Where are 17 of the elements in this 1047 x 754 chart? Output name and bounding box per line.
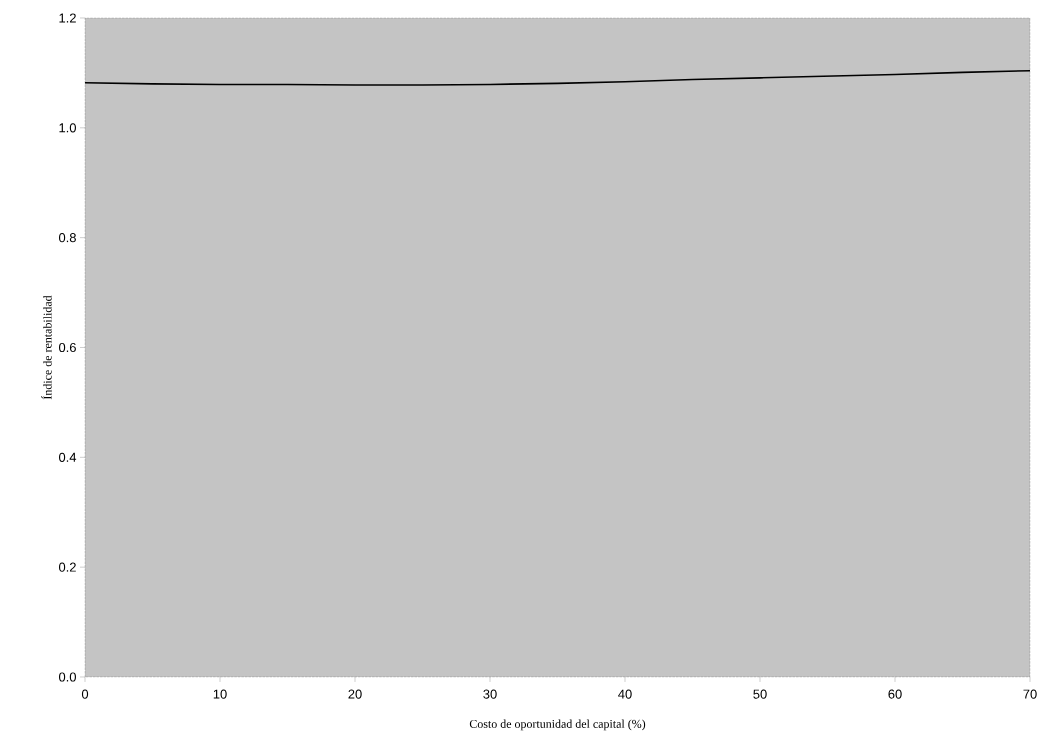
x-tick-label: 0 [81,689,89,699]
x-tick-label: 60 [888,689,902,699]
y-tick-label: 0.8 [58,233,76,243]
x-tick-label: 70 [1023,689,1037,699]
y-tick-label: 0.4 [58,452,77,462]
x-tick-label: 40 [618,689,632,699]
x-axis-title: Costo de oportunidad del capital (%) [469,719,646,731]
y-tick-label: 0.0 [58,672,76,682]
x-tick-label: 10 [213,689,227,699]
y-tick-label: 0.2 [58,562,76,572]
y-axis-title: Índice de rentabilidad [41,295,52,400]
x-tick-label: 50 [753,689,767,699]
y-tick-label: 0.6 [58,342,76,353]
y-tick-label: 1.2 [59,13,76,23]
x-tick-label: 30 [483,689,497,699]
y-tick-label: 1.0 [59,123,76,133]
x-tick-label: 20 [348,689,362,699]
